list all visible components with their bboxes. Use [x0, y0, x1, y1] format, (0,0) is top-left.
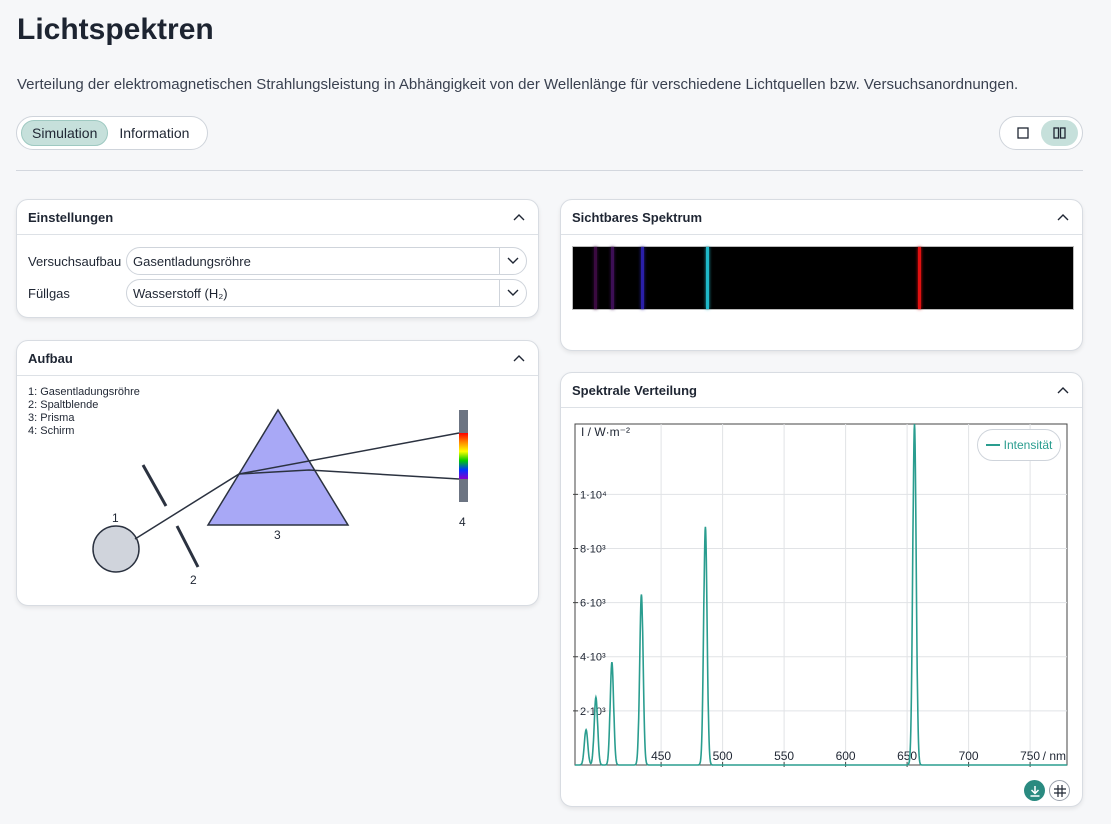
- visible-spectrum-header[interactable]: Sichtbares Spektrum: [561, 200, 1082, 235]
- tab-simulation[interactable]: Simulation: [21, 120, 109, 146]
- tab-information[interactable]: Information: [119, 125, 190, 141]
- setup-label: Versuchsaufbau: [28, 253, 122, 269]
- settings-panel: Einstellungen Versuchsaufbau Gasentladun…: [16, 199, 539, 318]
- gas-value: Wasserstoff (H₂): [133, 285, 228, 301]
- visible-spectrum-title: Sichtbares Spektrum: [572, 209, 703, 225]
- setup-legend: 1: Gasentladungsröhre 2: Spaltblende 3: …: [28, 386, 140, 438]
- download-icon: [1030, 785, 1039, 797]
- visible-spectrum-panel: Sichtbares Spektrum: [560, 199, 1083, 351]
- label-3: 3: [274, 528, 281, 542]
- x-axis-label: / nm: [1043, 749, 1066, 763]
- chevron-down-icon: [499, 280, 526, 306]
- chevron-up-icon[interactable]: [1055, 209, 1071, 225]
- spectral-distribution-title: Spektrale Verteilung: [572, 382, 697, 398]
- plot-area: [574, 423, 1068, 766]
- y-axis-label: I / W·m⁻²: [581, 425, 630, 439]
- page-title: Lichtspektren: [17, 13, 214, 46]
- page-description: Verteilung der elektromagnetischen Strah…: [17, 76, 1019, 93]
- gas-row: Füllgas Wasserstoff (H₂): [28, 279, 527, 307]
- x-tick-label: 600: [836, 749, 856, 763]
- spectral-distribution-panel: Spektrale Verteilung 2·10³ 4·10³ 6·10³ 8·10…: [560, 372, 1083, 807]
- light-ray-violet: [238, 469, 460, 480]
- setup-diagram: 1 2 3 4: [92, 408, 468, 587]
- chevron-up-icon[interactable]: [511, 209, 527, 225]
- x-tick-label: 550: [774, 749, 794, 763]
- columns-icon: [1053, 127, 1066, 139]
- spectral-chart: 2·10³ 4·10³ 6·10³ 8·10³ 1·10⁴ 450 500 550 600 650…: [573, 423, 1068, 767]
- label-4: 4: [459, 515, 466, 529]
- x-tick-label: 500: [713, 749, 733, 763]
- setup-panel-header[interactable]: Aufbau: [17, 341, 538, 376]
- chevron-up-icon[interactable]: [511, 350, 527, 366]
- grid-toggle-button[interactable]: [1049, 780, 1070, 801]
- setup-row: Versuchsaufbau Gasentladungsröhre: [28, 247, 527, 275]
- setup-select[interactable]: Gasentladungsröhre: [126, 247, 527, 275]
- screen-spectrum: [459, 433, 468, 479]
- x-tick-label: 750: [1020, 749, 1040, 763]
- spectrum-line: [640, 247, 644, 309]
- layout-toggle: [999, 116, 1083, 150]
- download-button[interactable]: [1024, 780, 1045, 801]
- x-tick-label: 450: [651, 749, 671, 763]
- view-tabs: Simulation Information: [16, 116, 208, 150]
- spectrum-strip: [572, 246, 1074, 310]
- y-tick-label: 1·10⁴: [580, 489, 607, 501]
- x-tick-label: 700: [959, 749, 979, 763]
- setup-value: Gasentladungsröhre: [133, 253, 251, 269]
- label-1: 1: [112, 511, 119, 525]
- discharge-tube: [92, 525, 140, 573]
- single-column-button[interactable]: [1004, 120, 1041, 146]
- spectral-distribution-header[interactable]: Spektrale Verteilung: [561, 373, 1082, 408]
- legend-item: 3: Prisma: [28, 412, 75, 424]
- legend-label: Intensität: [1003, 438, 1053, 452]
- chevron-up-icon[interactable]: [1055, 382, 1071, 398]
- y-tick-label: 6·10³: [580, 598, 606, 610]
- setup-panel-title: Aufbau: [28, 350, 73, 366]
- legend-item: 2: Spaltblende: [28, 399, 99, 411]
- spectrum-line: [705, 247, 709, 309]
- divider: [16, 170, 1083, 171]
- y-tick-label: 4·10³: [580, 652, 606, 664]
- grid-icon: [1053, 784, 1066, 797]
- spectrum-line: [594, 247, 598, 309]
- chart-legend[interactable]: Intensität: [977, 429, 1061, 461]
- square-icon: [1016, 127, 1029, 139]
- settings-title: Einstellungen: [28, 209, 114, 225]
- two-column-button[interactable]: [1041, 120, 1078, 146]
- spectrum-line: [918, 247, 921, 309]
- gas-select[interactable]: Wasserstoff (H₂): [126, 279, 527, 307]
- x-tick-label: 650: [897, 749, 917, 763]
- slit-lower: [175, 525, 200, 568]
- y-tick-label: 8·10³: [580, 543, 606, 555]
- series-line-intensitaet: [575, 423, 1067, 766]
- y-tick-label: 2·10³: [580, 706, 606, 718]
- gas-label: Füllgas: [28, 285, 70, 301]
- chevron-down-icon: [499, 248, 526, 274]
- legend-line: [985, 444, 1000, 446]
- legend-item: 1: Gasentladungsröhre: [28, 386, 140, 398]
- setup-panel: Aufbau 1: Gasentladungsröhre 2: Spaltble…: [16, 340, 539, 606]
- settings-panel-header[interactable]: Einstellungen: [17, 200, 538, 235]
- prism: [206, 408, 350, 526]
- spectrum-line: [610, 247, 614, 309]
- legend-item: 4: Schirm: [28, 425, 75, 437]
- slit-upper: [141, 464, 168, 507]
- label-2: 2: [190, 573, 197, 587]
